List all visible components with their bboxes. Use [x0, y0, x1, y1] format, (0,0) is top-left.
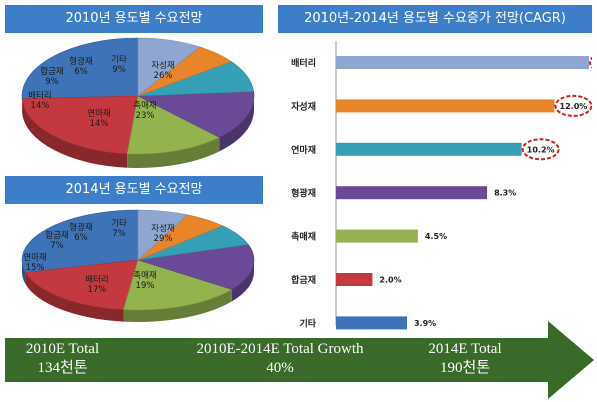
pie2010-slice-value: 9% [45, 77, 59, 87]
pie2014-slice [25, 259, 139, 310]
pie2014-slice-side [231, 260, 254, 302]
bar-category-label: 배터리 [291, 57, 316, 69]
pie2014-slice-value: 7% [112, 229, 126, 239]
bar-value-label: 4.5% [425, 232, 447, 241]
bar-value-label: 2.0% [379, 276, 401, 285]
bar-value-label: 12.0% [560, 102, 588, 111]
banner-right-line2: 190천톤 [439, 360, 491, 376]
pie2014-slice-label: 합금재 [45, 231, 68, 241]
pie2014-slice-label: 자성재 [151, 224, 174, 234]
pie2010-slice-value: 6% [74, 67, 88, 77]
pie2014-slice-label: 기타 [111, 219, 127, 229]
bar [336, 229, 418, 243]
pie2010-slice [21, 95, 139, 155]
pie2014-slice-side [123, 289, 232, 322]
bar-category-label: 연마재 [291, 144, 316, 156]
highlight-ring [521, 138, 560, 161]
pie2010-slice-label: 촉매재 [133, 101, 156, 111]
highlight-ring [589, 56, 592, 69]
bar [336, 186, 488, 200]
pie2010-slice-value: 14% [31, 101, 50, 111]
pie2014-slice [21, 209, 139, 273]
bar-value-label: 10.2% [527, 145, 555, 154]
pie2014-slice-value: 29% [154, 234, 173, 244]
banner-left-line1: 2010E Total [25, 341, 100, 357]
banner-right-line1: 2014E Total [428, 341, 502, 357]
pie2010-slice-value: 23% [136, 111, 155, 121]
pie2010-slice-label: 배터리 [28, 91, 51, 101]
bar [336, 56, 589, 69]
pie2014-slice-value: 6% [74, 233, 88, 243]
pie2014-slice-label: 촉매재 [133, 271, 156, 281]
pie-2010-title: 2010년 용도별 수요전망 [5, 5, 263, 33]
cagr-bar-title: 2010년-2014년 용도별 수요증가 전망(CAGR) [278, 5, 592, 33]
pie2010-slice-side [127, 137, 220, 168]
banner-mid-line2: 40% [266, 360, 294, 376]
pie2010-slice [126, 95, 221, 155]
banner-mid-line1: 2010E-2014E Total Growth [196, 341, 364, 357]
pie2010-slice-value: 14% [90, 119, 109, 129]
banner-right: 2014E Total 190천톤 [405, 340, 525, 378]
pie2010-slice-side [219, 96, 254, 152]
pie2014-slice-label: 연마재 [23, 253, 46, 263]
pie2010-slice [21, 37, 139, 100]
pie2010-slice-value: 9% [112, 65, 126, 75]
banner-middle: 2010E-2014E Total Growth 40% [165, 340, 395, 378]
pie2014-slice-value: 15% [26, 263, 45, 273]
pie2014-slice-side [25, 272, 124, 322]
pie2014-slice [137, 209, 189, 261]
pie-2014-title: 2014년 용도별 수요전망 [5, 176, 263, 204]
pie2014-slice-label: 배터리 [85, 275, 108, 285]
pie2010-slice-label: 기타 [111, 55, 127, 65]
pie2014-slice-label: 형광재 [69, 222, 92, 233]
bar-category-label: 촉매재 [291, 231, 316, 243]
bar-category-label: 합금재 [291, 274, 316, 286]
pie2010-slice-label: 형광재 [69, 56, 92, 67]
bar [336, 142, 522, 156]
pie2010-slice-value: 26% [154, 71, 173, 81]
pie2010-slice-side [22, 98, 128, 168]
bar-category-label: 자성재 [291, 100, 316, 112]
growth-arrow-shape [5, 321, 594, 399]
highlight-ring [554, 94, 592, 117]
pie2014-slice-value: 17% [88, 285, 107, 295]
pie2014-slice-value: 19% [136, 281, 155, 291]
bar [336, 273, 373, 286]
pie2010-slice-label: 합금재 [40, 67, 63, 77]
pie2010-slice-label: 연마재 [87, 109, 110, 119]
bar-category-label: 형광재 [291, 187, 316, 199]
pie2014-slice [123, 259, 233, 311]
pie2010-slice [137, 37, 201, 97]
banner-left: 2010E Total 134천톤 [10, 340, 115, 378]
pie2010-slice [136, 91, 255, 138]
bar-category-label: 기타 [299, 317, 316, 329]
cagr-bar-chart: 배터리13.9%자성재12.0%연마재10.2%형광재8.3%촉매재4.5%합금… [291, 41, 592, 330]
bar-value-label: 3.9% [414, 319, 436, 328]
growth-arrow [5, 321, 594, 399]
bar [336, 316, 407, 330]
pie2010-slice-label: 자성재 [151, 61, 174, 71]
bar [336, 99, 555, 113]
banner-left-line2: 134천톤 [37, 360, 88, 376]
bar-value-label: 8.3% [494, 189, 516, 198]
pie2014-slice [137, 244, 255, 290]
pie2014-slice-value: 7% [50, 241, 64, 251]
pie2014-slice-side [22, 260, 26, 285]
